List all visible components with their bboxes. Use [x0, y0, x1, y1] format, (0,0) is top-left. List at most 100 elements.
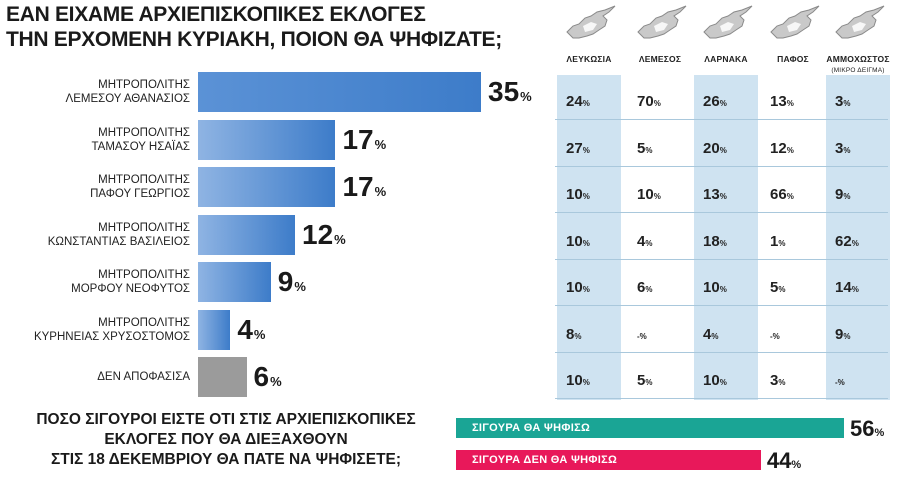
percent-sign: % — [719, 238, 727, 248]
value-number: 10 — [566, 186, 583, 203]
percent-sign: % — [582, 285, 590, 294]
value-number: 13 — [770, 93, 787, 110]
cell-dash: - — [637, 331, 640, 341]
bar-5 — [198, 309, 231, 350]
bar-value-3: 12% — [302, 219, 346, 255]
value-number: 10 — [566, 232, 583, 250]
percent-sign: % — [786, 145, 794, 155]
value-number: 3 — [835, 139, 844, 157]
value-number: 17 — [342, 171, 374, 202]
percent-sign: % — [645, 145, 653, 155]
value-number: 1 — [770, 232, 779, 250]
bar-label-line: ΜΗΤΡΟΠΟΛΙΤΗΣ — [98, 126, 190, 139]
bar-label-line: ΔΕΝ ΑΠΟΦΑΣΙΣΑ — [97, 371, 190, 383]
bar-label-line: ΚΥΡΗΝΕΙΑΣ ΧΡΥΣΟΣΤΟΜΟΣ — [33, 330, 190, 343]
column-shade-2 — [694, 75, 758, 400]
table-cell: 10% — [566, 186, 590, 203]
row-divider — [555, 119, 888, 120]
percent-sign: % — [851, 238, 859, 248]
bar-label-line: ΜΗΤΡΟΠΟΛΙΤΗΣ — [98, 269, 190, 281]
percent-sign: % — [645, 378, 653, 387]
bar-4 — [198, 262, 271, 302]
column-header-label: ΛΕΜΕΣΟΣ — [638, 54, 682, 64]
bar-label-1: ΜΗΤΡΟΠΟΛΙΤΗΣ ΤΑΜΑΣΟΥ ΗΣΑΪΑΣ — [0, 126, 191, 154]
turnout-bar-1: ΣΙΓΟΥΡΑ ΔΕΝ ΘΑ ΨΗΦΙΣΩ — [456, 450, 761, 470]
value-number: 20 — [703, 139, 720, 157]
table-cell: 5% — [770, 279, 785, 296]
value-number: 10 — [637, 186, 654, 203]
cyprus-map-icon — [700, 4, 756, 49]
percent-sign: % — [719, 378, 727, 387]
percent-sign: % — [791, 459, 802, 471]
percent-sign: % — [851, 285, 859, 294]
column-header-label: ΛΑΡΝΑΚΑ — [704, 54, 748, 64]
chart-title: ΕΑΝ ΕΙΧΑΜΕ ΑΡΧΙΕΠΙΣΚΟΠΙΚΕΣ ΕΚΛΟΓΕΣ ΤΗΝ Ε… — [6, 2, 546, 52]
table-cell: 3% — [835, 93, 850, 110]
value-number: 10 — [566, 372, 583, 389]
percent-sign: % — [874, 427, 885, 439]
value-number: 26 — [703, 93, 720, 110]
cell-dash: - — [770, 331, 773, 341]
row-divider — [555, 398, 888, 399]
value-number: 10 — [703, 372, 720, 389]
table-cell: 13% — [703, 186, 727, 203]
bar-value-2: 17% — [342, 172, 386, 207]
bar-label-4: ΜΗΤΡΟΠΟΛΙΤΗΣ ΜΟΡΦΟΥ ΝΕΟΦΥΤΟΣ — [0, 268, 190, 296]
column-header-2: ΛΑΡΝΑΚΑ — [691, 54, 761, 64]
column-header-label: ΠΑΦΟΣ — [777, 54, 809, 64]
table-cell: 4% — [703, 326, 718, 343]
cyprus-map-icon — [563, 4, 619, 49]
percent-sign: % — [786, 99, 794, 108]
turnout-bar-label: ΣΙΓΟΥΡΑ ΘΑ ΨΗΦΙΣΩ — [472, 422, 591, 434]
value-number: 10 — [703, 279, 720, 296]
turnout-value-0: 56% — [850, 417, 884, 445]
table-cell: -% — [637, 326, 647, 343]
column-header-3: ΠΑΦΟΣ — [758, 54, 828, 64]
question-line-2: ΕΚΛΟΓΕΣ ΠΟΥ ΘΑ ΔΙΕΞΑΧΘΟΥΝ — [104, 431, 348, 448]
value-number: 14 — [835, 279, 852, 296]
percent-sign: % — [334, 231, 346, 247]
percent-sign: % — [582, 238, 590, 248]
column-header-1: ΛΕΜΕΣΟΣ — [625, 54, 695, 64]
percent-sign: % — [778, 285, 786, 294]
percent-sign: % — [843, 192, 851, 201]
value-number: 8 — [566, 325, 575, 343]
turnout-bar-label: ΣΙΓΟΥΡΑ ΔΕΝ ΘΑ ΨΗΦΙΣΩ — [472, 454, 618, 466]
percent-sign: % — [843, 99, 851, 108]
value-number: 4 — [237, 313, 253, 345]
bar-value-4: 9% — [278, 267, 306, 302]
value-number: 56 — [850, 416, 875, 441]
bar-value-0: 35% — [488, 77, 532, 112]
bar-label-6: ΔΕΝ ΑΠΟΦΑΣΙΣΑ — [0, 370, 190, 384]
percent-sign: % — [582, 145, 590, 155]
percent-sign: % — [253, 326, 266, 342]
value-number: 18 — [703, 232, 720, 250]
chart-title-line-2: ΤΗΝ ΕΡΧΟΜΕΝΗ ΚΥΡΙΑΚΗ, ΠΟΙΟΝ ΘΑ ΨΗΦΙΖΑΤΕ; — [6, 28, 502, 51]
turnout-question: ΠΟΣΟ ΣΙΓΟΥΡΟΙ ΕΙΣΤΕ ΟΤΙ ΣΤΙΣ ΑΡΧΙΕΠΙΣΚΟΠ… — [6, 410, 446, 470]
value-number: 9 — [835, 186, 844, 203]
percent-sign: % — [719, 99, 727, 108]
table-cell: 9% — [835, 326, 850, 343]
table-cell: 70% — [637, 93, 661, 110]
value-number: 5 — [770, 279, 779, 296]
table-cell: 6% — [637, 279, 652, 296]
table-cell: 4% — [637, 233, 652, 250]
bar-label-3: ΜΗΤΡΟΠΟΛΙΤΗΣ ΚΩΝΣΤΑΝΤΙΑΣ ΒΑΣΙΛΕΙΟΣ — [0, 221, 190, 249]
cell-dash: - — [835, 378, 838, 387]
value-number: 12 — [770, 139, 787, 157]
value-number: 62 — [835, 232, 852, 250]
chart-title-line-1: ΕΑΝ ΕΙΧΑΜΕ ΑΡΧΙΕΠΙΣΚΟΠΙΚΕΣ ΕΚΛΟΓΕΣ — [6, 3, 426, 26]
table-cell: 3% — [835, 140, 850, 157]
column-header-sublabel: (ΜΙΚΡΟ ΔΕΙΓΜΑ) — [831, 67, 885, 74]
bar-value-1: 17% — [342, 124, 386, 160]
percent-sign: % — [719, 285, 727, 294]
value-number: 6 — [637, 279, 646, 296]
table-cell: 10% — [566, 279, 590, 296]
percent-sign: % — [772, 331, 780, 341]
value-number: 27 — [566, 139, 583, 157]
percent-sign: % — [719, 145, 727, 155]
column-header-0: ΛΕΥΚΩΣΙΑ — [554, 54, 624, 64]
column-header-4: ΑΜΜΟΧΩΣΤΟΣ (ΜΙΚΡΟ ΔΕΙΓΜΑ) — [823, 54, 893, 74]
value-number: 35 — [488, 76, 520, 107]
question-line-3: ΣΤΙΣ 18 ΔΕΚΕΜΒΡΙΟΥ ΘΑ ΠΑΤΕ ΝΑ ΨΗΦΙΣΕΤΕ; — [50, 451, 402, 468]
